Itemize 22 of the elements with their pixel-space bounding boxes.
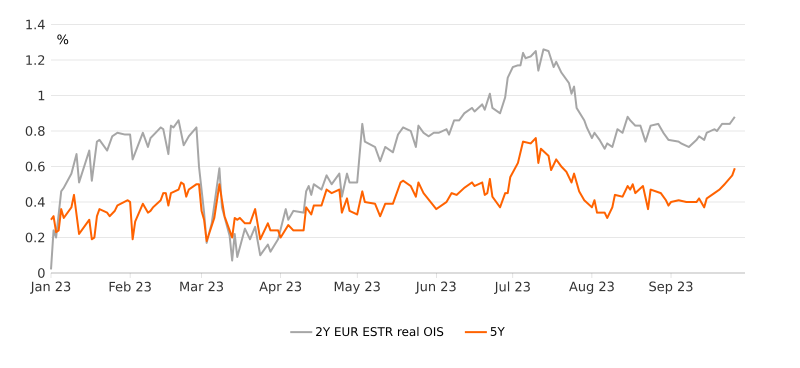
x-tick-label: Feb 23 (110, 282, 151, 292)
x-tick-label: Jul 23 (494, 282, 530, 294)
y-tick-label: 1 (38, 90, 44, 100)
x-tick-label: Jan 23 (30, 282, 70, 294)
y-tick-label: 0.6 (26, 162, 45, 172)
x-tick-label: Sep 23 (649, 282, 692, 294)
y-tick-label: 0.4 (26, 197, 45, 207)
x-tick-label: Apr 23 (259, 282, 302, 294)
y-tick-label: 0.2 (26, 232, 44, 242)
legend-label: 5Y (490, 327, 505, 336)
line-series (50, 137, 736, 242)
line-series (50, 48, 736, 270)
x-tick-label: Jun 23 (415, 282, 456, 294)
y-tick-label: 0.8 (26, 126, 45, 136)
y-tick-label: 1.2 (26, 55, 44, 65)
legend-label: 2Y EUR ESTR real OIS (316, 326, 444, 336)
x-tick-label: Mar 23 (180, 282, 224, 292)
y-tick-label: 0 (38, 268, 45, 278)
x-tick-label: May 23 (334, 282, 380, 294)
y-tick-label: 1.4 (26, 20, 45, 30)
y-axis-title: % (57, 34, 68, 44)
x-tick-label: Aug 23 (569, 282, 614, 294)
